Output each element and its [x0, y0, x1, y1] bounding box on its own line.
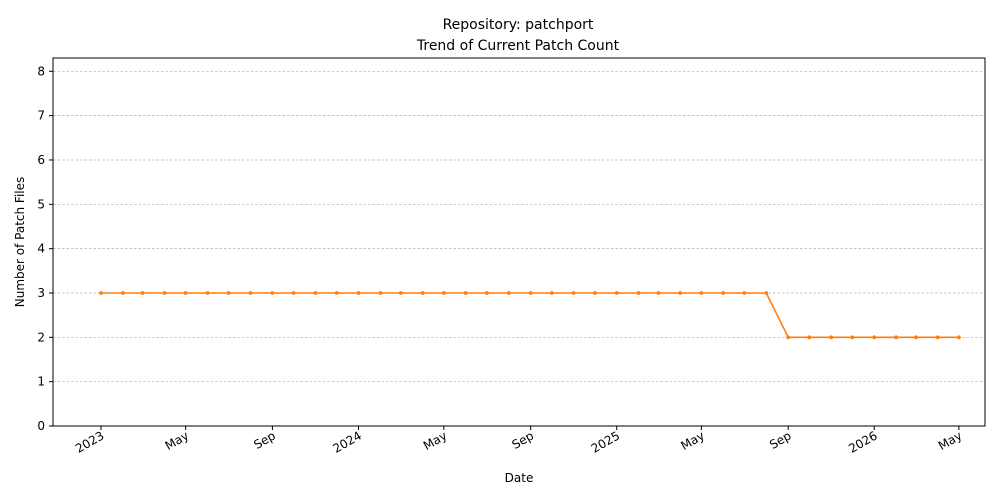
x-axis-label: Date: [505, 471, 534, 485]
x-tick-label: Sep: [251, 428, 278, 451]
data-point: [291, 291, 296, 295]
data-point: [463, 291, 468, 295]
data-point: [441, 291, 446, 295]
y-tick-label: 7: [37, 109, 45, 123]
series-layer: [99, 291, 961, 340]
data-point: [699, 291, 704, 295]
data-point: [721, 291, 726, 295]
x-tick-label: Sep: [767, 428, 794, 451]
series-line: [101, 292, 959, 339]
x-tick-label: May: [163, 428, 191, 453]
y-axis-label: Number of Patch Files: [13, 177, 27, 308]
x-tick-label: Sep: [510, 428, 537, 451]
x-tick-label: 2026: [846, 428, 879, 455]
x-tick-label: May: [936, 428, 964, 453]
x-tick-label: 2024: [331, 428, 364, 455]
chart-title: Repository: patchport: [443, 17, 594, 33]
x-tick-label: 2025: [589, 428, 622, 455]
y-tick-label: 2: [37, 330, 45, 344]
data-point: [226, 291, 231, 295]
data-point: [205, 291, 210, 295]
y-tick-label: 6: [37, 153, 45, 167]
data-point: [872, 335, 877, 340]
data-point: [120, 291, 125, 295]
plot-frame: [52, 57, 986, 427]
data-point: [420, 291, 425, 295]
data-point: [656, 291, 661, 295]
y-tick-label: 8: [37, 64, 45, 78]
y-axis-ticks: 0 1 2 3 4 5 6 7 8: [37, 64, 53, 433]
data-point: [183, 291, 188, 295]
data-point: [99, 291, 103, 295]
data-point: [549, 291, 554, 295]
data-point: [592, 291, 597, 295]
data-point: [829, 335, 834, 340]
x-tick-label: 2023: [73, 428, 106, 455]
data-point: [764, 291, 769, 295]
x-tick-label: May: [678, 428, 706, 453]
y-tick-label: 3: [37, 286, 45, 300]
y-tick-label: 4: [37, 242, 45, 256]
data-point: [636, 291, 641, 295]
data-point: [506, 291, 511, 295]
data-point: [248, 291, 253, 295]
data-point: [528, 291, 533, 295]
data-point: [913, 335, 918, 340]
data-point: [162, 291, 167, 295]
data-point: [140, 291, 145, 295]
data-point: [484, 291, 489, 295]
data-point: [850, 335, 855, 340]
y-tick-label: 5: [37, 197, 45, 211]
data-point: [334, 291, 339, 295]
data-point: [807, 335, 812, 340]
data-point: [614, 291, 619, 295]
x-axis-ticks: 2023 May Sep 2024 May Sep 2025 May Sep 2026 May: [73, 426, 964, 456]
data-point: [956, 335, 961, 340]
data-point: [270, 291, 275, 295]
data-point: [398, 291, 403, 295]
data-point: [571, 291, 576, 295]
grid-lines: [53, 70, 985, 427]
data-point: [313, 291, 318, 295]
data-point: [786, 335, 791, 340]
y-tick-label: 0: [37, 419, 45, 433]
chart-subtitle: Trend of Current Patch Count: [416, 38, 620, 54]
x-tick-label: May: [421, 428, 449, 453]
data-point: [935, 335, 940, 340]
data-point: [894, 335, 899, 340]
data-point: [678, 291, 683, 295]
data-point: [356, 291, 361, 295]
data-point: [378, 291, 383, 295]
data-point: [742, 291, 747, 295]
y-tick-label: 1: [37, 375, 45, 389]
